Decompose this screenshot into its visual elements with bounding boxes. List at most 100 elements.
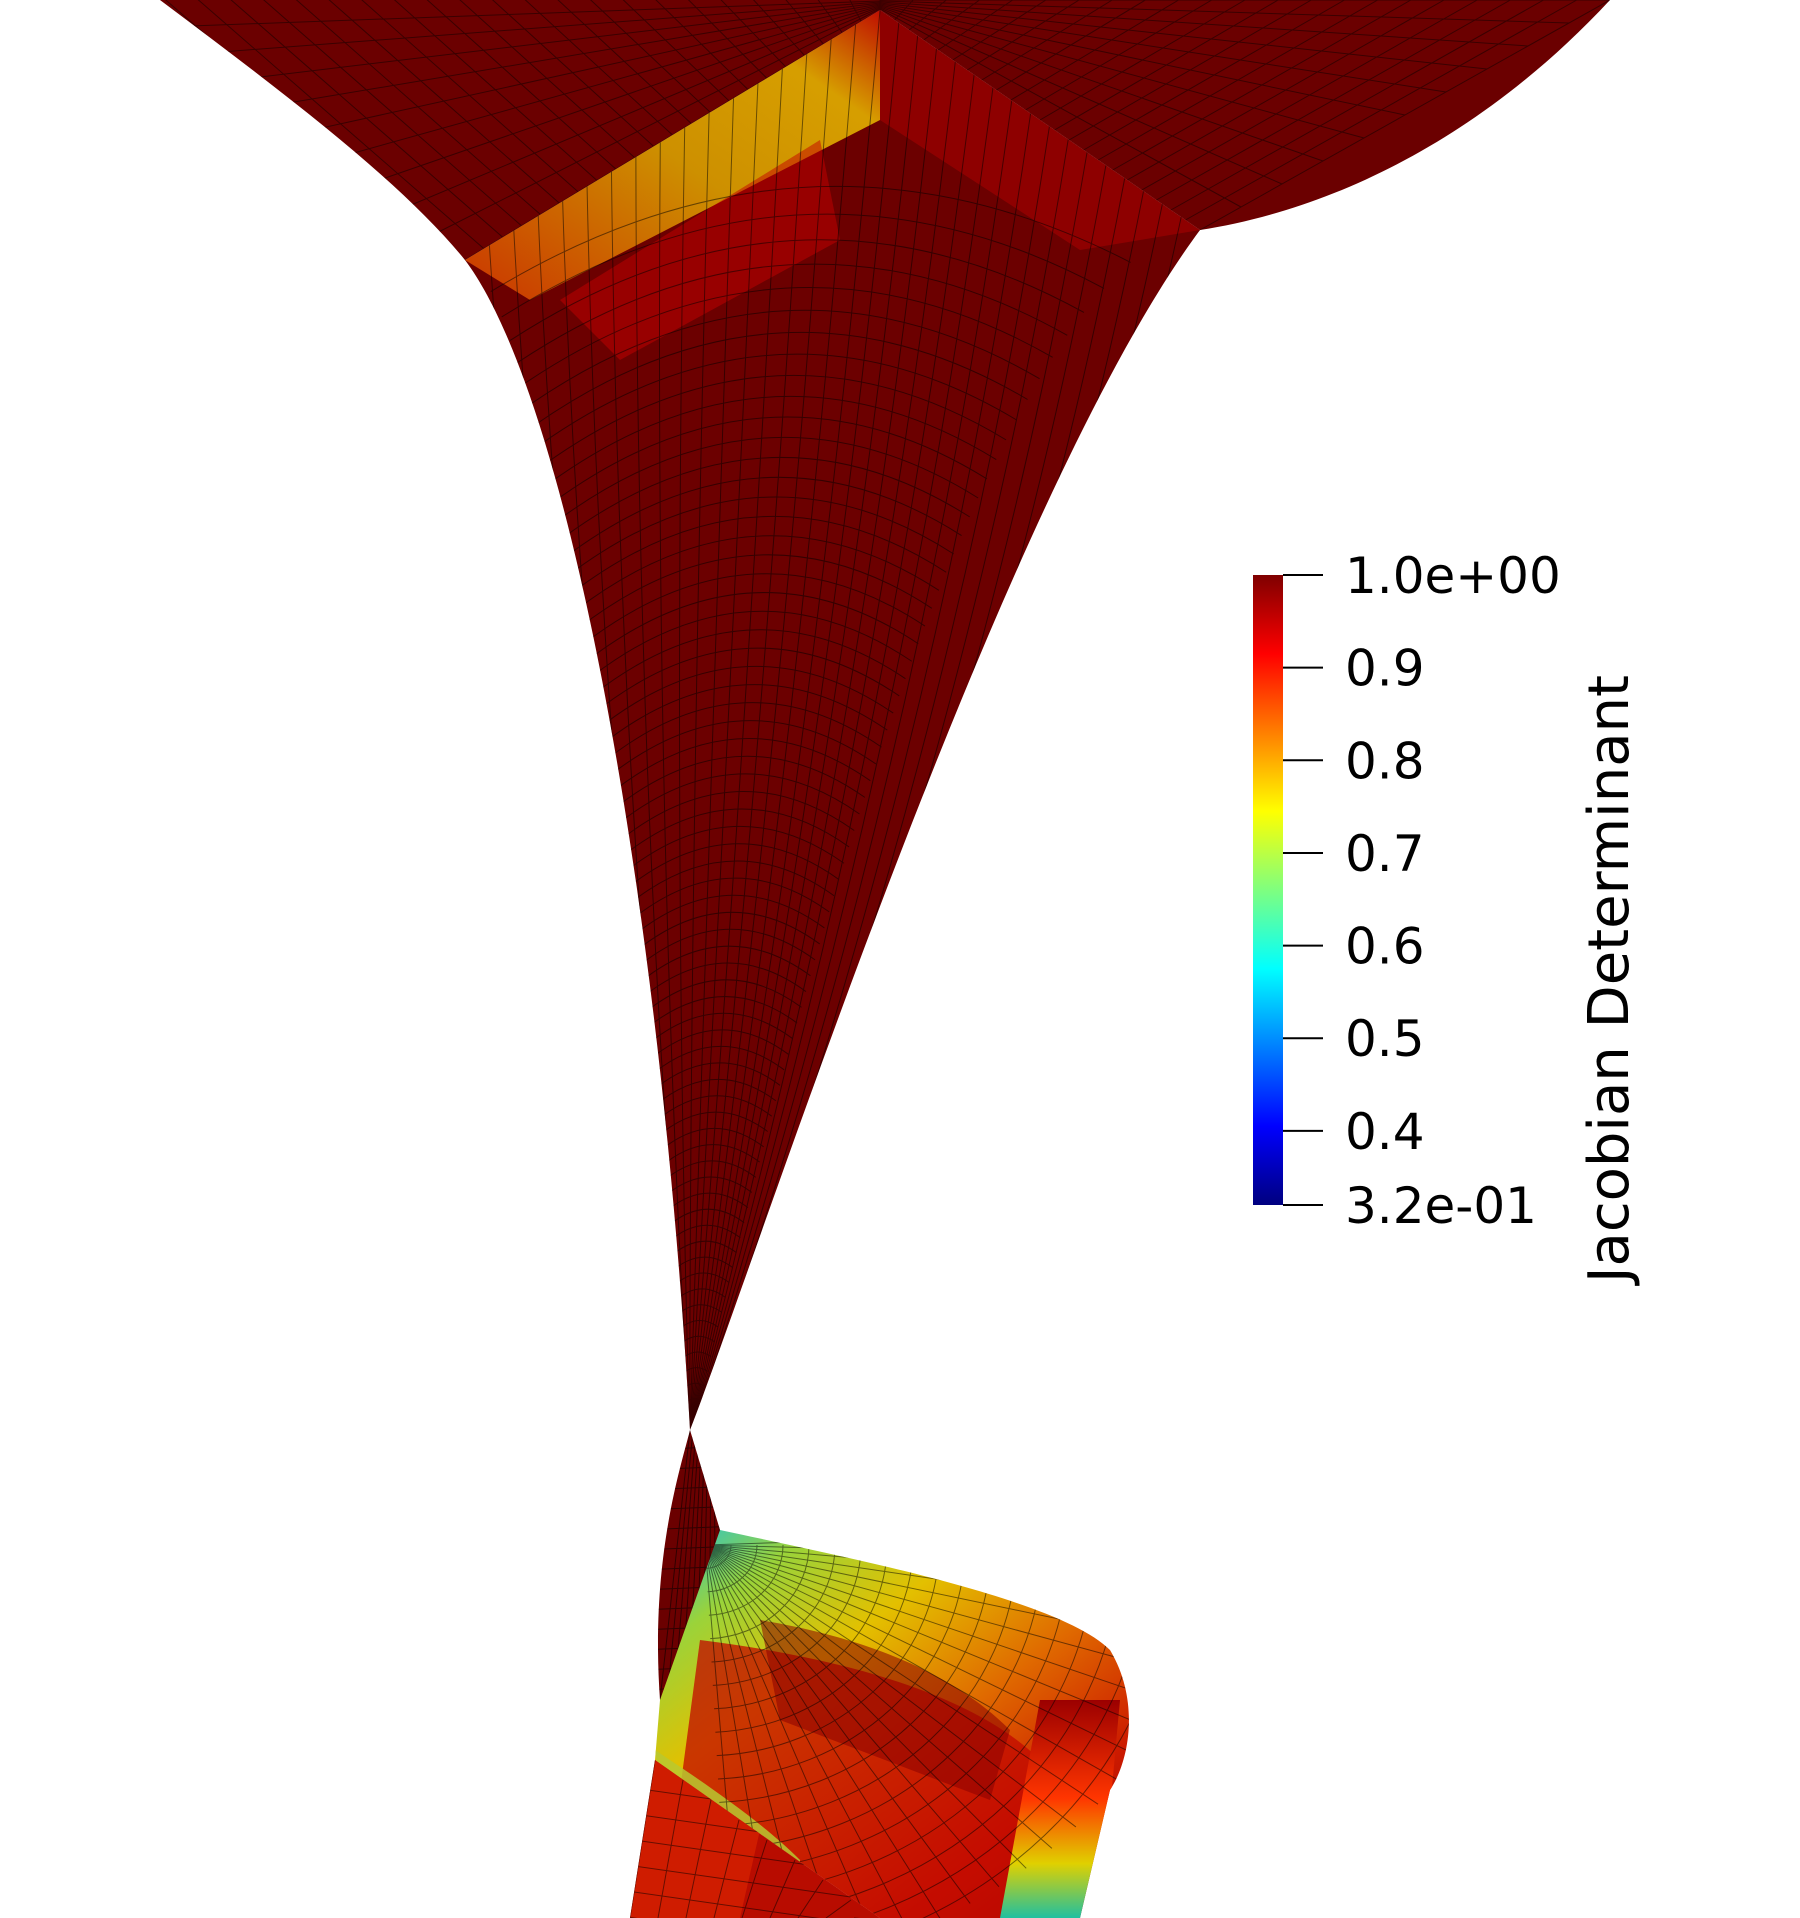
mesh-line [690,22,900,1430]
mesh-line [769,1859,796,1918]
mesh-line [490,186,1131,293]
mesh-line [690,10,881,1430]
mesh-line [704,1544,1119,1781]
mesh-line [714,1544,888,1710]
mesh-line [704,1544,1129,1756]
mesh-line [1025,0,1213,111]
mesh-line [421,0,617,170]
mesh-line [586,610,913,681]
mesh-line [1083,0,1345,151]
mesh-line [617,0,730,102]
mesh-line [552,416,988,504]
mesh-line [691,74,975,1430]
mesh-line [728,1544,1129,1918]
mesh-line [454,0,636,159]
mesh-line [583,592,919,664]
colorbar-ticks: 1.0e+00 0.9 0.8 0.7 0.6 0.5 0.4 3.2e-01 [1283,547,1561,1235]
mesh-line [720,1544,1018,1827]
mesh-line [704,1530,1129,1546]
mesh-line [894,0,914,21]
mesh-line [880,0,1570,24]
mesh-line [704,1544,1129,1703]
mesh-line [592,647,900,715]
mesh-line [356,0,579,193]
mesh-line [967,0,1080,71]
mesh-line [560,456,970,541]
mesh-line [1141,0,1478,191]
mesh-line [539,353,1017,446]
mesh-line [323,0,560,204]
mesh-line [624,877,830,926]
mesh-line [715,1544,914,1733]
mesh-line [717,1544,966,1780]
mesh-line [691,61,956,1430]
mesh-line [880,2,1488,70]
colorbar-tick-label-4: 0.6 [1345,918,1425,976]
mesh-line [650,0,749,90]
mesh-line [523,287,1053,385]
mesh-line [704,1544,1129,1675]
mesh-line [1097,0,1378,161]
mesh-line [635,962,807,1003]
mesh-line [937,0,1014,51]
mesh-line [880,7,1283,185]
mesh-line [1039,0,1246,121]
colorbar-title: Jacobian Determinant [1577,675,1642,1286]
mesh-line [689,83,759,1430]
mesh-line [1068,0,1312,141]
colorbar: 1.0e+00 0.9 0.8 0.7 0.6 0.5 0.4 3.2e-01 Jacobia… [1253,547,1642,1286]
mesh-line [567,496,955,577]
mesh-line [880,5,1365,139]
mesh-line [190,0,880,27]
mesh-line [603,720,877,781]
mesh-line [403,7,880,209]
mesh-line [574,535,940,612]
mesh-line [690,35,919,1430]
mesh-line [814,0,843,34]
mesh-line [597,684,888,749]
mesh-line [434,8,880,235]
mesh-line [659,1430,691,1700]
mesh-line [880,8,1242,208]
mesh-line [534,331,1028,426]
mesh-line [685,1799,712,1918]
colorbar-tick-label-3: 0.7 [1345,825,1425,883]
mesh-line [640,996,798,1034]
mesh-line [580,573,926,647]
mesh-line [585,0,711,113]
mesh-line [1185,0,1578,221]
mesh-line [528,309,1040,406]
mesh-line [721,1544,1044,1850]
mesh-line [608,755,866,814]
colorbar-tick-label-1: 0.9 [1345,640,1425,698]
mesh-line [388,0,598,181]
mesh-line [519,0,673,136]
mesh-line [825,1899,852,1918]
mesh-line [716,0,787,68]
mesh-line [257,0,522,227]
mesh-line [613,790,855,846]
mesh-line [220,1,880,53]
mesh-line [679,127,691,1430]
mesh-line [610,773,860,830]
mesh-line [552,0,692,125]
mesh-line [630,1889,880,1918]
mesh-line [556,436,979,522]
mesh-line [563,476,962,559]
mesh-line [741,1839,768,1918]
mesh-line [652,1095,773,1125]
mesh-line [689,68,783,1430]
mesh-line [1054,0,1279,131]
mesh-line [981,0,1113,81]
mesh-line [704,1544,1077,1828]
mesh-line [642,1012,794,1049]
mesh-line [650,1078,777,1110]
mesh-line [225,0,504,238]
mesh-line [605,738,871,798]
mesh-line [589,629,906,698]
mesh-line [290,0,541,215]
mesh-line [615,808,850,862]
mesh-line [748,0,805,56]
mesh-line [704,1544,1129,1730]
mesh-line [1170,0,1544,211]
